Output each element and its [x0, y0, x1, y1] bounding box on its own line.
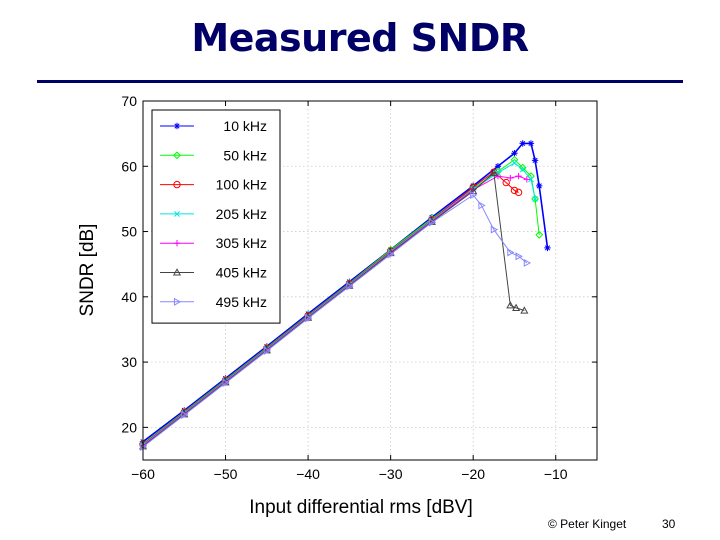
data-point [519, 166, 526, 173]
legend-label: 205 kHz [216, 206, 267, 222]
axes [142, 100, 598, 461]
legend-marker [174, 210, 180, 217]
legend-entry: 100 kHz [160, 177, 267, 193]
data-point [523, 258, 532, 267]
legend-entry: 205 kHz [160, 206, 267, 222]
slide-title: Measured SNDR [191, 16, 529, 60]
legend-entry: 50 kHz [160, 147, 267, 163]
y-tick-label: 30 [121, 354, 137, 370]
data-point [263, 346, 272, 356]
data-point [535, 230, 544, 239]
data-point [511, 150, 518, 157]
data-point [181, 410, 189, 420]
data-point [523, 176, 531, 183]
data-point [502, 178, 510, 187]
legend-entry: 305 kHz [160, 235, 267, 251]
data-point [528, 176, 534, 183]
legend-label: 405 kHz [216, 265, 267, 281]
title-divider [37, 80, 683, 83]
data-point [515, 252, 523, 261]
data-point [515, 172, 522, 180]
x-tick-label: −40 [296, 466, 320, 482]
y-tick-label: 60 [121, 158, 137, 174]
legend-box [151, 109, 281, 324]
data-point [494, 172, 502, 180]
data-point [510, 186, 519, 195]
x-tick-label: −10 [544, 466, 568, 482]
data-point [512, 303, 521, 311]
axes-box [142, 100, 598, 461]
data-point [494, 163, 502, 170]
x-axis-label: Input differential rms [dBV] [249, 497, 473, 518]
data-point [507, 248, 515, 257]
y-tick-label: 20 [121, 419, 137, 435]
legend-marker [172, 268, 182, 276]
data-point [531, 157, 539, 164]
data-point [506, 301, 515, 309]
series-495-khz [139, 190, 532, 451]
data-point [478, 201, 486, 210]
y-axis-label: SNDR [dB] [77, 224, 98, 317]
footer-credit: © Peter Kinget [548, 517, 627, 531]
legend-label: 100 kHz [216, 177, 267, 193]
legend-marker [173, 122, 181, 130]
data-point [470, 190, 478, 200]
legend-label: 50 kHz [223, 147, 267, 163]
legend: 10 kHz 50 kHz 100 kHz 205 kHz 305 kHz 405 kHz… [151, 109, 281, 324]
data-point [346, 282, 354, 291]
data-point [511, 160, 518, 166]
data-point [222, 378, 230, 388]
data-point [544, 244, 551, 252]
data-point [536, 182, 543, 190]
legend-entry: 10 kHz [160, 118, 267, 134]
data-point [518, 163, 527, 172]
legend-entry: 495 kHz [160, 294, 267, 310]
data-point [489, 168, 498, 176]
y-tick-label: 40 [121, 289, 137, 305]
data-point [305, 314, 313, 323]
data-point [428, 213, 436, 221]
tick-labels: −60 −50 −40 −30 −20 −10 20 30 40 50 60 70 [121, 93, 597, 482]
x-tick-label: −20 [461, 466, 485, 482]
data-point [519, 140, 526, 147]
data-point [527, 140, 535, 147]
legend-marker [173, 240, 181, 247]
data-point [507, 174, 514, 182]
data-point [520, 306, 529, 314]
x-tick-label: −50 [214, 466, 238, 482]
page-number: 30 [662, 517, 676, 531]
legend-label: 495 kHz [216, 294, 267, 310]
legend-entry: 405 kHz [160, 265, 267, 281]
legend-marker [173, 151, 181, 160]
legend-marker [173, 180, 181, 189]
data-point [490, 225, 499, 234]
x-tick-label: −60 [131, 466, 155, 482]
data-point [428, 218, 437, 227]
data-point [531, 195, 539, 203]
series-layer [138, 140, 551, 451]
data-point [387, 250, 395, 259]
data-point [514, 188, 523, 197]
legend-label: 305 kHz [216, 235, 267, 251]
y-tick-label: 50 [121, 224, 137, 240]
series-line [142, 142, 549, 443]
y-tick-label: 70 [121, 93, 137, 109]
x-tick-label: −30 [379, 466, 403, 482]
legend-label: 10 kHz [223, 118, 267, 134]
data-point [532, 195, 539, 202]
legend-marker [173, 297, 182, 306]
